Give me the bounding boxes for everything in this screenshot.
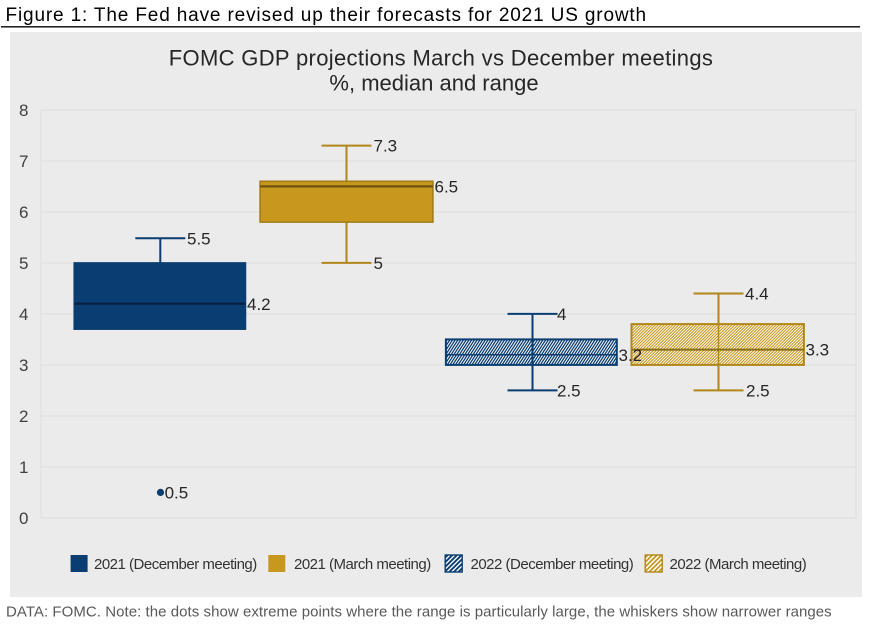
svg-text:5: 5 <box>19 254 28 273</box>
svg-text:2.5: 2.5 <box>557 382 581 401</box>
svg-text:2: 2 <box>19 407 28 426</box>
svg-text:7: 7 <box>19 152 28 171</box>
svg-text:%, median and range: %, median and range <box>329 71 538 96</box>
svg-text:3: 3 <box>19 356 28 375</box>
svg-text:2021 (March meeting): 2021 (March meeting) <box>294 556 431 573</box>
svg-text:2022 (December meeting): 2022 (December meeting) <box>471 556 634 573</box>
svg-text:0.5: 0.5 <box>165 484 189 503</box>
svg-text:6.5: 6.5 <box>435 178 459 197</box>
svg-text:2021 (December meeting): 2021 (December meeting) <box>94 556 257 573</box>
svg-text:5: 5 <box>374 254 383 273</box>
svg-text:4: 4 <box>557 305 566 324</box>
svg-text:4.4: 4.4 <box>745 285 769 304</box>
svg-text:2022 (March meeting): 2022 (March meeting) <box>670 556 807 573</box>
svg-text:5.5: 5.5 <box>187 229 211 248</box>
svg-text:4.2: 4.2 <box>247 295 271 314</box>
svg-text:Figure 1: The Fed have revised: Figure 1: The Fed have revised up their … <box>6 5 647 26</box>
svg-text:7.3: 7.3 <box>374 137 398 156</box>
svg-text:2.5: 2.5 <box>746 382 770 401</box>
svg-text:6: 6 <box>19 203 28 222</box>
svg-text:3.3: 3.3 <box>806 341 830 360</box>
svg-text:8: 8 <box>19 101 28 120</box>
svg-text:0: 0 <box>19 509 28 528</box>
svg-text:FOMC GDP projections March vs: FOMC GDP projections March vs December m… <box>169 46 714 71</box>
svg-text:4: 4 <box>19 305 28 324</box>
svg-text:DATA: FOMC. Note: the dots sho: DATA: FOMC. Note: the dots show extreme … <box>6 603 832 620</box>
svg-text:3.2: 3.2 <box>619 346 643 365</box>
svg-text:1: 1 <box>19 458 28 477</box>
